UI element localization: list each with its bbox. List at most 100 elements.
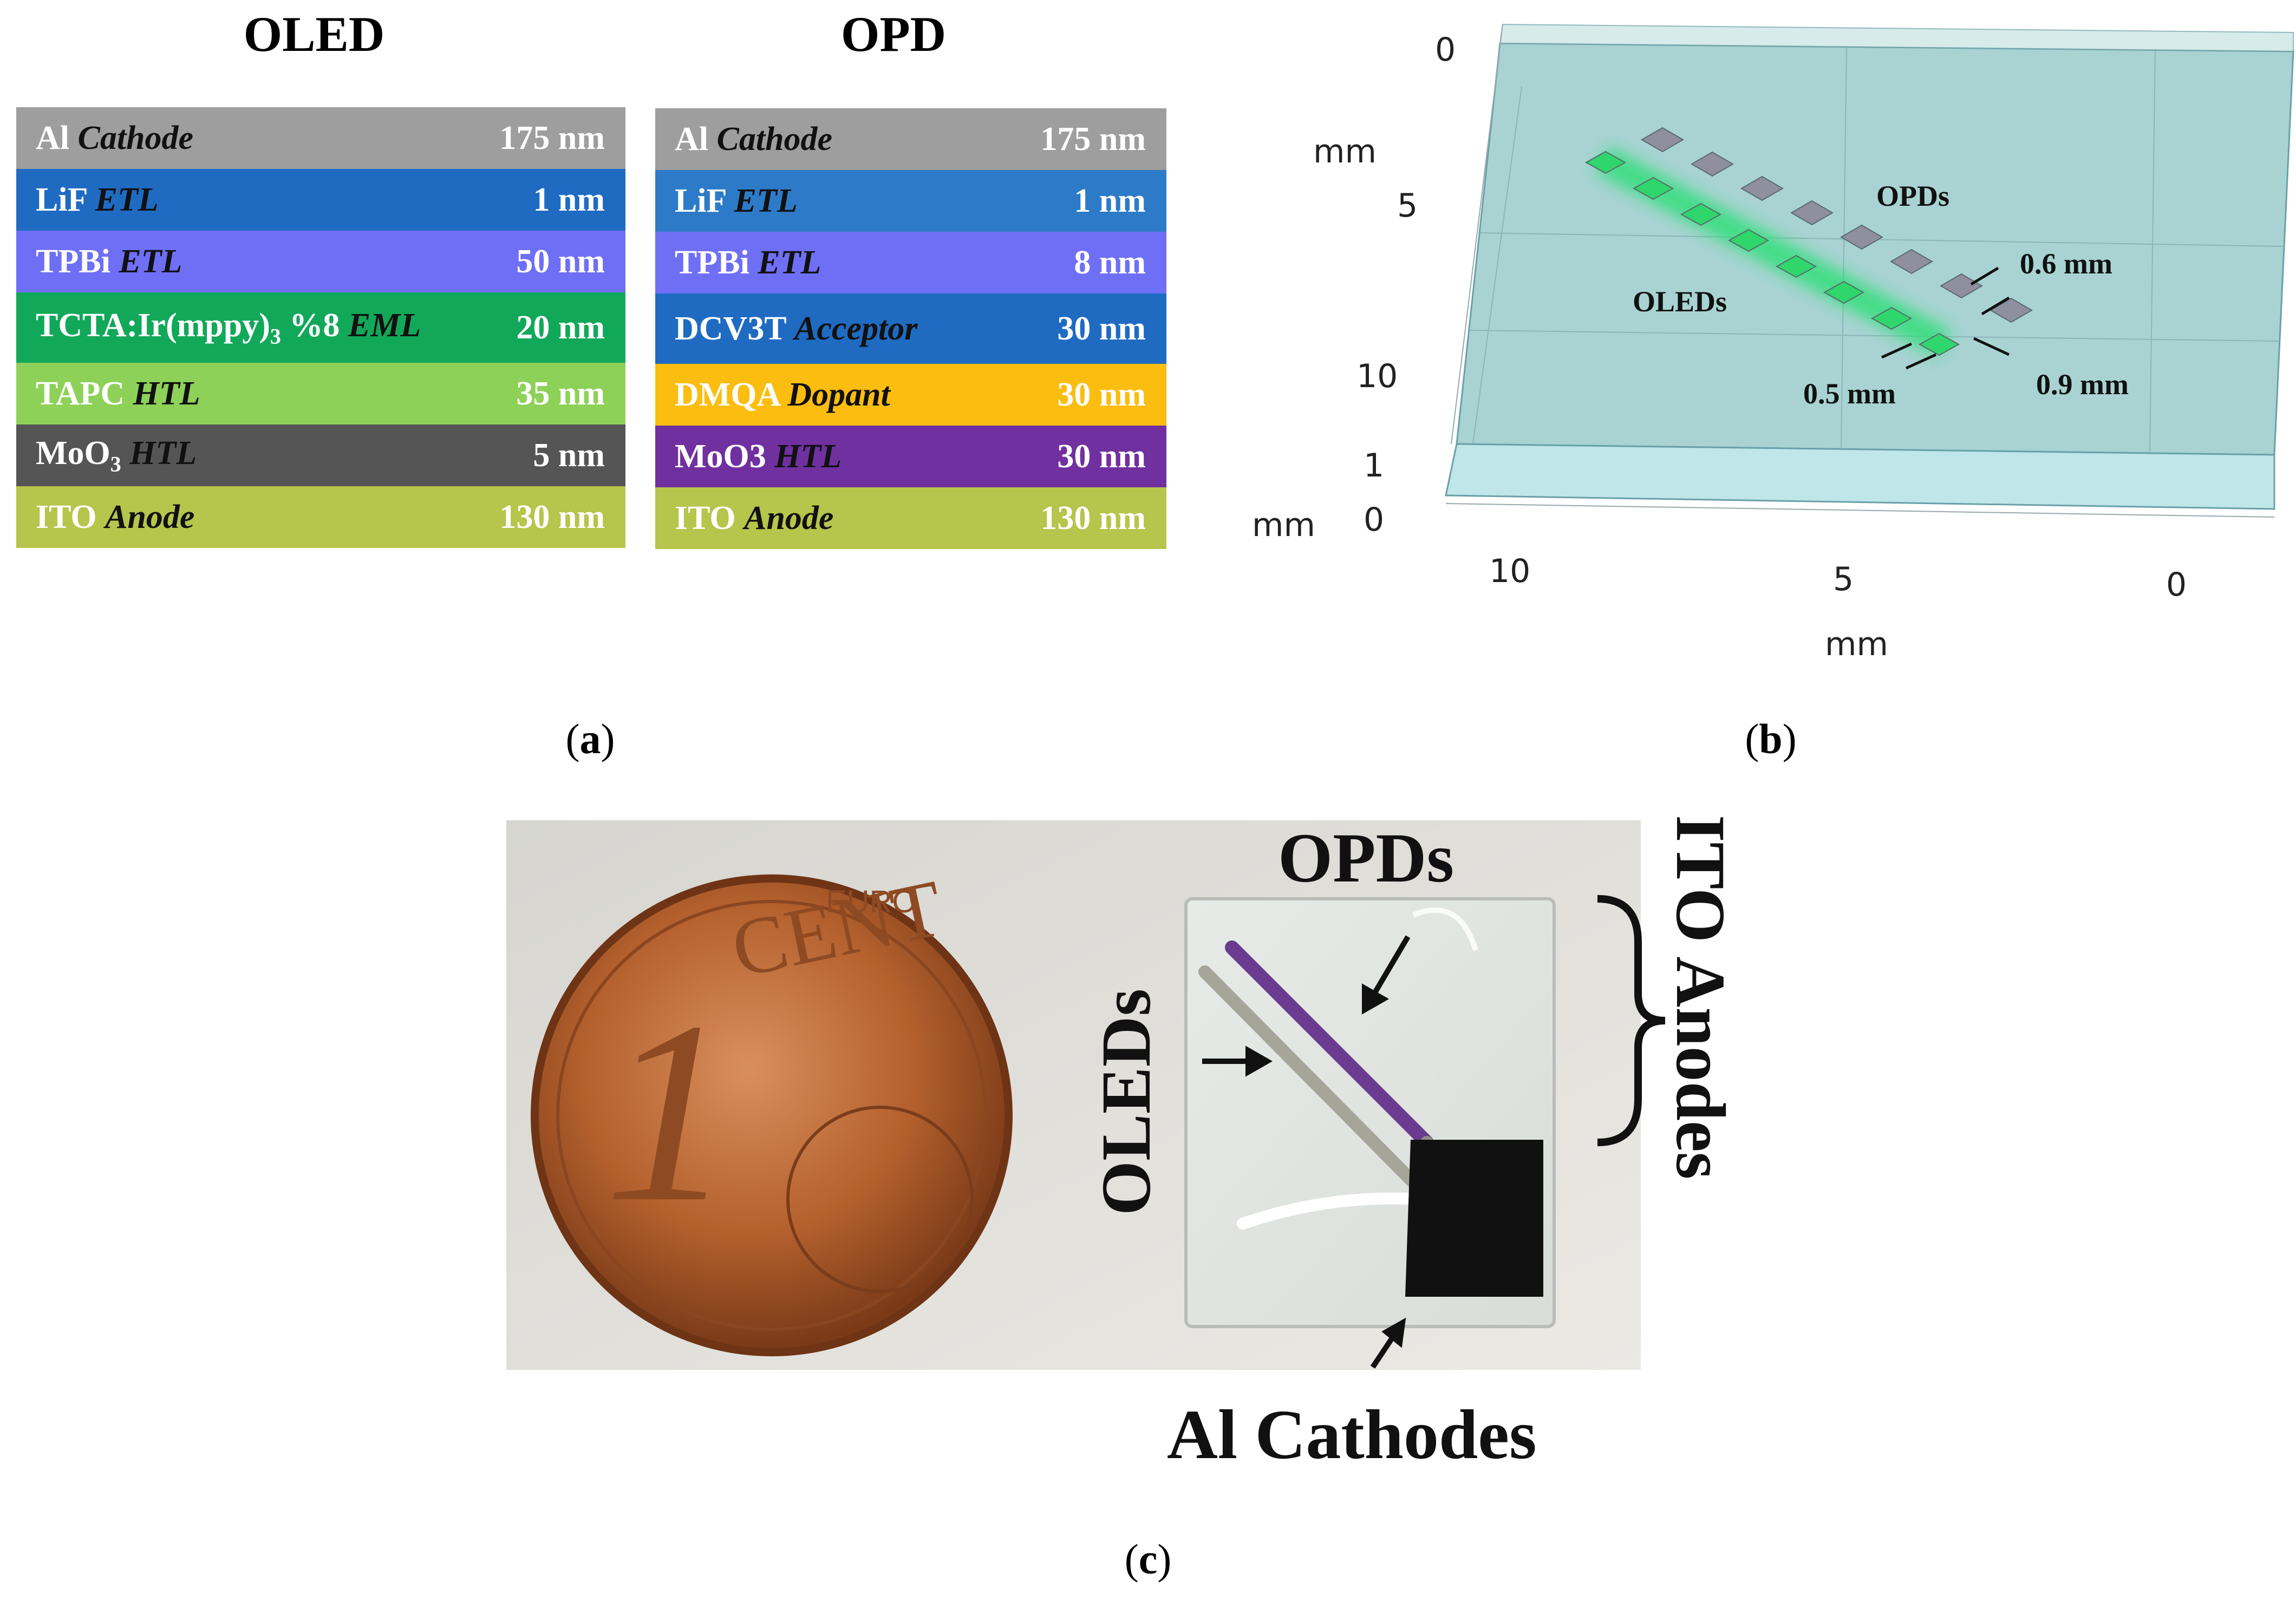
dim-spacing-label: 0.9 mm xyxy=(2036,368,2129,401)
device-3d-layout: 0.6 mm 0.9 mm 0.5 mm OPDs OLEDs 0 5 10 m… xyxy=(1252,23,2294,663)
opd-layer-role: Acceptor xyxy=(794,310,918,347)
oled-layer-thickness: 175 nm xyxy=(499,119,605,156)
opd-layer-material: ITO Anode xyxy=(675,499,834,537)
oled-layer-1: LiF ETL 1 nm xyxy=(16,169,625,231)
x-tick-0: 0 xyxy=(2166,566,2187,604)
opd-layer-2: TPBi ETL 8 nm xyxy=(655,232,1166,293)
oled-layer-role: ETL xyxy=(119,243,182,280)
opd-layer-5: MoO3 HTL 30 nm xyxy=(655,426,1166,487)
x-tick-5: 5 xyxy=(1833,560,1854,598)
opd-pixel xyxy=(1790,200,1834,226)
slab-front-face xyxy=(1445,443,2275,510)
photo-opds-label: OPDs xyxy=(1278,819,1454,897)
opd-layer-0: Al Cathode 175 nm xyxy=(655,108,1166,170)
oled-pixel xyxy=(1870,306,1913,330)
opd-layer-thickness: 8 nm xyxy=(1074,244,1146,281)
opd-layer-material: LiF ETL xyxy=(675,182,798,219)
oled-layer-role: HTL xyxy=(129,434,197,472)
x-axis-label: mm xyxy=(1825,625,1888,663)
opd-pixel xyxy=(1740,175,1784,201)
opd-layer-1: LiF ETL 1 nm xyxy=(655,170,1166,232)
oled-layer-material: MoO3 HTL xyxy=(36,434,197,476)
oled-layer-3: TCTA:Ir(mppy)3 %8 EML 20 nm xyxy=(16,292,625,363)
opd-pixel xyxy=(1641,127,1684,153)
opd-layer-thickness: 130 nm xyxy=(1040,499,1146,537)
opd-layer-role: Dopant xyxy=(787,376,890,413)
oled-layer-role: Anode xyxy=(105,498,195,535)
opd-pixel xyxy=(1840,224,1883,250)
oled-layer-thickness: 130 nm xyxy=(499,498,605,535)
oled-layer-role: Cathode xyxy=(77,119,194,156)
caption-b: (b) xyxy=(1745,715,1797,762)
y-axis-label: mm xyxy=(1313,133,1377,171)
oled-layer-2: TPBi ETL 50 nm xyxy=(16,231,625,292)
glass-device xyxy=(1184,897,1556,1328)
opd-layer-role: HTL xyxy=(774,437,842,475)
oled-layer-material: ITO Anode xyxy=(36,498,195,535)
opd-layer-material: DMQA Dopant xyxy=(675,376,890,413)
oled-layer-thickness: 20 nm xyxy=(516,309,605,346)
oled-layer-material: TAPC HTL xyxy=(36,375,200,412)
opd-layer-role: Cathode xyxy=(716,120,833,158)
oled-layer-material: TPBi ETL xyxy=(36,243,182,280)
anodes-brace xyxy=(1597,895,1666,1146)
opd-layer-4: DMQA Dopant 30 nm xyxy=(655,364,1166,426)
oled-title: OLED xyxy=(243,6,385,62)
svg-text:EURO: EURO xyxy=(826,884,917,919)
oled-layer-6: ITO Anode 130 nm xyxy=(16,486,625,548)
oled-layer-material: LiF ETL xyxy=(36,181,159,218)
oled-layer-role: HTL xyxy=(133,375,200,412)
opd-layer-role: Anode xyxy=(744,499,834,537)
glass-substrate-label: Glass (1 mm) xyxy=(496,645,687,682)
opd-layer-material: MoO3 HTL xyxy=(675,437,842,475)
z-tick-1: 1 xyxy=(1364,447,1384,485)
y-tick-0: 0 xyxy=(1435,31,1456,69)
opd-layer-thickness: 30 nm xyxy=(1057,437,1146,475)
dim-oled-size-label: 0.5 mm xyxy=(1803,377,1896,410)
device-photo: 1 EURO CENT xyxy=(506,820,1641,1370)
opd-layer-role: ETL xyxy=(758,244,821,281)
oled-layer-material: TCTA:Ir(mppy)3 %8 EML xyxy=(36,306,421,349)
glass-substrate: Glass (1 mm) xyxy=(16,548,1166,697)
oled-pixel-row xyxy=(1584,151,1960,356)
oled-layer-0: Al Cathode 175 nm xyxy=(16,107,625,169)
oled-layer-thickness: 5 nm xyxy=(533,436,605,474)
oled-layer-material: Al Cathode xyxy=(36,119,194,156)
svg-text:1: 1 xyxy=(604,968,734,1256)
opd-layer-material: Al Cathode xyxy=(675,120,833,158)
oled-layer-thickness: 50 nm xyxy=(516,243,605,280)
opd-title: OPD xyxy=(840,6,947,62)
oled-layer-thickness: 35 nm xyxy=(516,375,605,412)
x-tick-10: 10 xyxy=(1489,552,1530,590)
oled-pixel xyxy=(1918,332,1960,356)
opd-layer-role: ETL xyxy=(734,182,798,219)
photo-oleds-label: OLEDs xyxy=(1087,988,1165,1216)
oleds-3d-label: OLEDs xyxy=(1633,285,1727,318)
opd-pixel xyxy=(1691,151,1734,177)
oled-pixel xyxy=(1727,228,1770,252)
oled-layer-role: EML xyxy=(348,306,421,344)
oled-pixel xyxy=(1632,177,1674,200)
caption-a: (a) xyxy=(565,715,615,762)
opd-pixel xyxy=(1890,249,1933,275)
oled-layer-5: MoO3 HTL 5 nm xyxy=(16,424,625,486)
opd-layer-6: ITO Anode 130 nm xyxy=(655,487,1166,549)
oled-layer-4: TAPC HTL 35 nm xyxy=(16,363,625,424)
opd-pixel-row xyxy=(1641,127,2033,323)
opd-layer-thickness: 175 nm xyxy=(1040,120,1146,158)
oled-pixel xyxy=(1584,151,1627,174)
opd-layer-thickness: 1 nm xyxy=(1074,182,1146,219)
opd-layer-material: TPBi ETL xyxy=(675,244,821,281)
opd-layer-thickness: 30 nm xyxy=(1057,376,1146,413)
z-tick-0: 0 xyxy=(1364,501,1384,539)
oled-pixel xyxy=(1775,254,1817,278)
photo-cathodes-label: Al Cathodes xyxy=(1167,1396,1537,1474)
oled-layer-thickness: 1 nm xyxy=(533,181,605,218)
caption-c: (c) xyxy=(1124,1536,1172,1583)
y-tick-5: 5 xyxy=(1397,187,1418,225)
dim-opd-size-label: 0.6 mm xyxy=(2020,247,2112,280)
z-axis-label: mm xyxy=(1252,506,1315,544)
opd-layer-thickness: 30 nm xyxy=(1057,310,1146,347)
oled-pixel xyxy=(1680,202,1722,226)
y-tick-10: 10 xyxy=(1356,357,1398,395)
